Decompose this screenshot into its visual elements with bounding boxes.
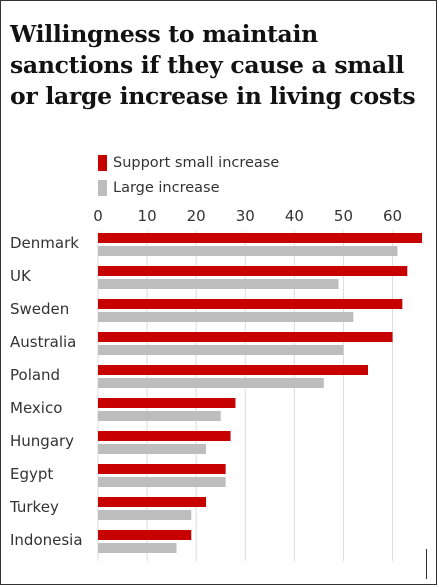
category-label-denmark: Denmark	[10, 234, 79, 252]
category-label-mexico: Mexico	[10, 399, 62, 417]
legend-item-support-small: Support small increase	[98, 154, 279, 172]
bar-sweden-support-small-increase	[98, 299, 403, 309]
legend-swatch-large-increase	[98, 180, 107, 196]
bar-australia-large-increase	[98, 345, 344, 355]
category-label-indonesia: Indonesia	[10, 531, 83, 549]
x-tick-label-30: 30	[236, 207, 255, 225]
x-tick-label-40: 40	[285, 207, 304, 225]
x-tick-label-20: 20	[187, 207, 206, 225]
bar-uk-support-small-increase	[98, 266, 408, 276]
bar-mexico-support-small-increase	[98, 398, 236, 408]
x-tick-label-10: 10	[138, 207, 157, 225]
legend-label-large-increase: Large increase	[113, 180, 220, 196]
bar-turkey-large-increase	[98, 510, 192, 520]
frame-mark	[426, 549, 427, 579]
bar-sweden-large-increase	[98, 312, 354, 322]
bar-egypt-large-increase	[98, 477, 226, 487]
legend-swatch-support-small	[98, 155, 107, 171]
category-label-turkey: Turkey	[9, 498, 59, 516]
legend-item-large-increase: Large increase	[98, 179, 220, 197]
bar-turkey-support-small-increase	[98, 497, 206, 507]
bar-mexico-large-increase	[98, 411, 221, 421]
category-label-uk: UK	[10, 267, 32, 285]
bar-poland-large-increase	[98, 378, 324, 388]
category-label-sweden: Sweden	[10, 300, 69, 318]
bar-egypt-support-small-increase	[98, 464, 226, 474]
category-label-australia: Australia	[10, 333, 76, 351]
bar-denmark-support-small-increase	[98, 233, 422, 243]
x-tick-label-0: 0	[93, 207, 103, 225]
x-tick-label-50: 50	[334, 207, 353, 225]
bar-poland-support-small-increase	[98, 365, 368, 375]
bar-indonesia-large-increase	[98, 543, 177, 553]
bar-indonesia-support-small-increase	[98, 530, 192, 540]
bar-chart: 0 10 20 30 40 50 60 Denmark UK Sweden Australia Pol…	[9, 207, 422, 561]
chart-title: Willingness to maintain sanctions if the…	[10, 20, 416, 110]
bar-australia-support-small-increase	[98, 332, 393, 342]
bar-hungary-large-increase	[98, 444, 206, 454]
category-label-hungary: Hungary	[10, 432, 74, 450]
category-label-egypt: Egypt	[10, 465, 53, 483]
bar-uk-large-increase	[98, 279, 339, 289]
x-tick-label-60: 60	[383, 207, 402, 225]
bar-denmark-large-increase	[98, 246, 398, 256]
category-label-poland: Poland	[10, 366, 60, 384]
legend-label-support-small: Support small increase	[113, 155, 280, 171]
bar-hungary-support-small-increase	[98, 431, 231, 441]
